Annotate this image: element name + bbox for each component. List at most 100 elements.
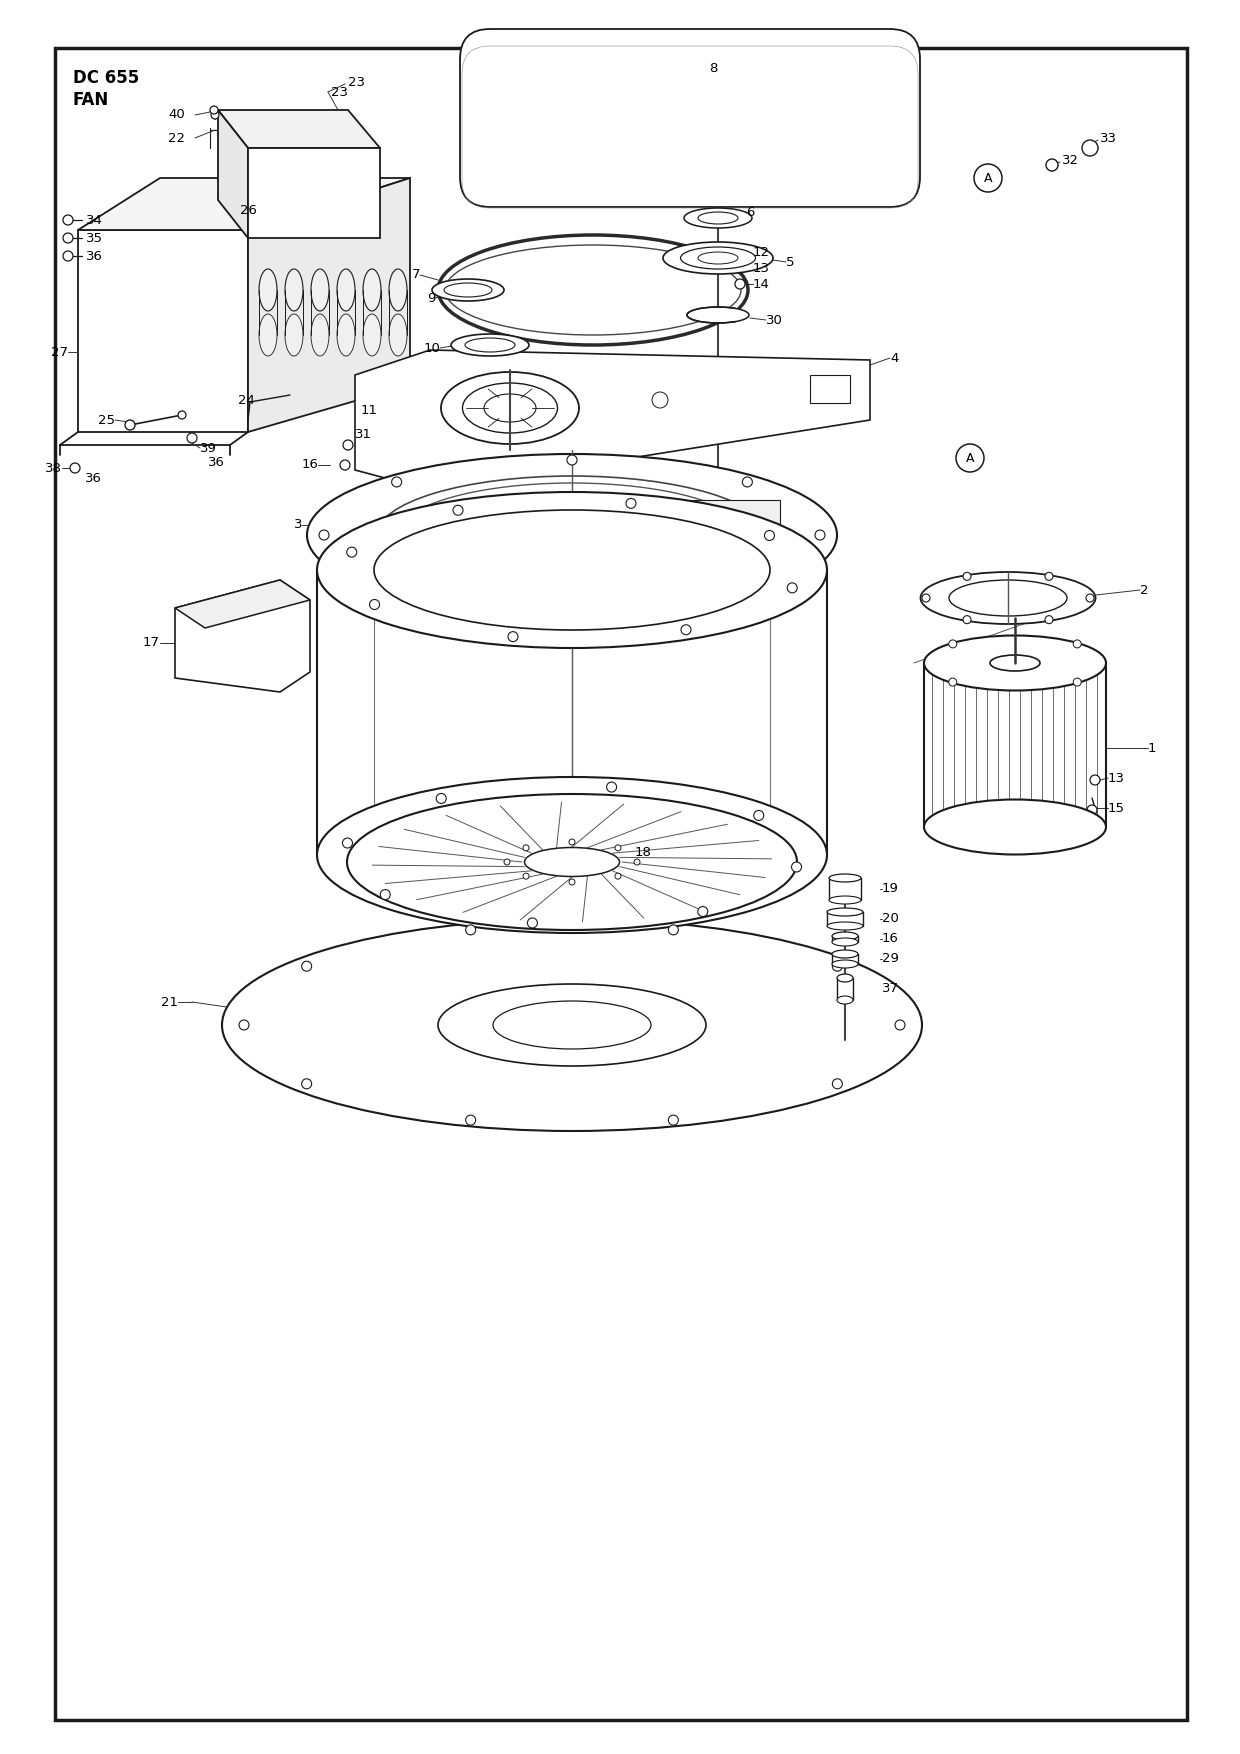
Text: 40: 40	[167, 109, 185, 121]
Text: 39: 39	[200, 442, 217, 454]
Circle shape	[1074, 679, 1081, 686]
Circle shape	[832, 961, 842, 972]
Text: 17: 17	[143, 637, 160, 649]
Circle shape	[370, 600, 379, 609]
Ellipse shape	[990, 654, 1040, 672]
Ellipse shape	[827, 909, 863, 916]
Circle shape	[466, 1116, 476, 1124]
Ellipse shape	[222, 919, 923, 1131]
Circle shape	[973, 165, 1002, 191]
Circle shape	[1086, 595, 1094, 602]
Bar	[560, 500, 780, 531]
Ellipse shape	[389, 268, 407, 310]
Circle shape	[239, 1021, 249, 1030]
Ellipse shape	[285, 314, 303, 356]
Text: 27: 27	[51, 346, 68, 358]
Circle shape	[791, 861, 801, 872]
Circle shape	[125, 419, 135, 430]
Text: 29: 29	[882, 952, 899, 965]
Text: 3: 3	[294, 519, 303, 531]
Ellipse shape	[438, 984, 706, 1066]
Circle shape	[832, 1079, 842, 1089]
Bar	[832, 937, 858, 942]
Circle shape	[63, 216, 73, 225]
Ellipse shape	[432, 279, 503, 302]
Circle shape	[210, 105, 218, 114]
Circle shape	[392, 582, 402, 593]
Text: 32: 32	[1061, 154, 1079, 167]
Text: 35: 35	[86, 232, 103, 244]
Circle shape	[569, 879, 575, 886]
Ellipse shape	[441, 372, 579, 444]
Polygon shape	[218, 111, 379, 147]
Ellipse shape	[308, 454, 837, 616]
Text: 36: 36	[86, 249, 103, 263]
Circle shape	[606, 782, 616, 793]
Circle shape	[1083, 140, 1097, 156]
Ellipse shape	[337, 314, 355, 356]
Circle shape	[63, 251, 73, 261]
Ellipse shape	[832, 938, 858, 945]
Text: 12: 12	[753, 246, 770, 258]
Circle shape	[1074, 640, 1081, 647]
Ellipse shape	[832, 951, 858, 958]
Circle shape	[63, 233, 73, 244]
Ellipse shape	[451, 333, 529, 356]
Text: 10: 10	[423, 342, 440, 354]
Circle shape	[347, 547, 357, 558]
Ellipse shape	[832, 931, 858, 940]
Text: 7: 7	[412, 268, 420, 281]
Ellipse shape	[389, 314, 407, 356]
Circle shape	[923, 595, 930, 602]
Circle shape	[681, 624, 691, 635]
Text: 37: 37	[882, 982, 899, 996]
Circle shape	[187, 433, 197, 444]
Bar	[810, 375, 849, 403]
Ellipse shape	[363, 268, 381, 310]
Circle shape	[743, 477, 753, 488]
Circle shape	[301, 961, 311, 972]
Circle shape	[652, 391, 668, 409]
Circle shape	[764, 530, 775, 540]
Ellipse shape	[317, 777, 827, 933]
Circle shape	[949, 640, 957, 647]
Ellipse shape	[920, 572, 1095, 624]
Circle shape	[743, 582, 753, 593]
Circle shape	[392, 477, 402, 488]
Polygon shape	[175, 581, 310, 693]
Text: 30: 30	[766, 314, 782, 326]
Polygon shape	[355, 351, 870, 489]
Text: DC 655: DC 655	[73, 68, 139, 88]
Ellipse shape	[837, 996, 853, 1003]
Ellipse shape	[663, 242, 773, 274]
Text: 23: 23	[348, 75, 365, 88]
Circle shape	[542, 407, 558, 423]
Text: 36: 36	[86, 472, 102, 484]
Circle shape	[1087, 805, 1097, 816]
Ellipse shape	[374, 795, 770, 916]
Text: 4: 4	[890, 351, 898, 365]
Ellipse shape	[681, 247, 755, 268]
Text: 9: 9	[427, 291, 435, 305]
Ellipse shape	[465, 339, 515, 353]
Circle shape	[211, 111, 219, 119]
Circle shape	[615, 873, 621, 879]
Text: 26: 26	[241, 203, 257, 216]
Text: 24: 24	[238, 393, 255, 407]
Circle shape	[956, 444, 985, 472]
Text: 31: 31	[355, 428, 372, 442]
Ellipse shape	[317, 493, 827, 647]
Text: 19: 19	[882, 882, 899, 896]
Text: 11: 11	[361, 403, 378, 416]
Circle shape	[319, 530, 329, 540]
Ellipse shape	[463, 382, 558, 433]
Text: 36: 36	[208, 456, 224, 468]
Ellipse shape	[311, 314, 329, 356]
Circle shape	[1045, 616, 1053, 624]
Ellipse shape	[830, 896, 861, 903]
Text: 16: 16	[301, 458, 317, 472]
Circle shape	[436, 793, 446, 803]
Circle shape	[343, 440, 353, 451]
Circle shape	[340, 460, 350, 470]
Circle shape	[949, 679, 957, 686]
